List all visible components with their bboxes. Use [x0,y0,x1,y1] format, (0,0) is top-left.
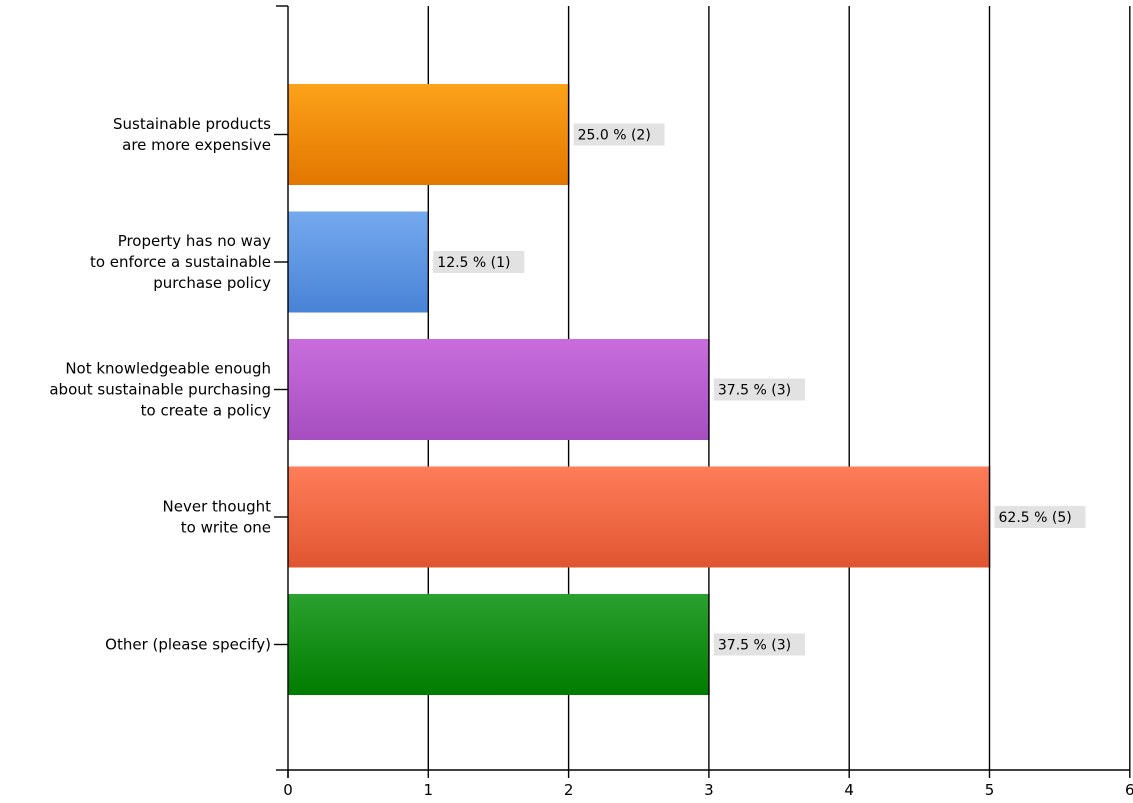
data-label-bg-3 [713,378,805,401]
labels: Sustainable products are more expensive 25… [49,115,1133,800]
data-label-bg-5 [713,633,805,656]
category-label-5: Other (please specify) [105,635,271,653]
bar-2 [288,211,429,313]
bar-4 [288,466,990,568]
x-tick-label-6: 6 [1125,781,1133,799]
data-label-3: 37.5 % (3) [718,383,791,399]
bar-1 [288,84,569,185]
data-label-bg-2 [433,251,525,273]
x-tick-label-3: 3 [704,781,714,799]
data-label-bg-1 [573,123,665,146]
bar-5 [288,594,709,695]
category-label-4: Never thought to write one [163,497,272,536]
category-label-3: Not knowledgeable enough about sustainabl… [49,359,271,419]
data-label-4: 62.5 % (5) [999,510,1072,526]
data-label-bg-4 [994,506,1086,528]
bar-3 [288,339,709,440]
data-label-2: 12.5 % (1) [437,255,510,271]
bars [288,84,991,695]
x-tick-label-5: 5 [985,781,995,799]
x-tick-label-1: 1 [424,781,434,799]
axes [274,5,1131,778]
data-label-1: 25.0 % (2) [578,128,651,144]
x-tick-label-2: 2 [564,781,574,799]
category-label-1: Sustainable products are more expensive [113,115,271,154]
x-tick-label-4: 4 [844,781,854,799]
x-tick-label-0: 0 [283,781,293,799]
data-label-5: 37.5 % (3) [718,638,791,654]
category-label-2: Property has no way to enforce a sustaina… [90,232,271,292]
